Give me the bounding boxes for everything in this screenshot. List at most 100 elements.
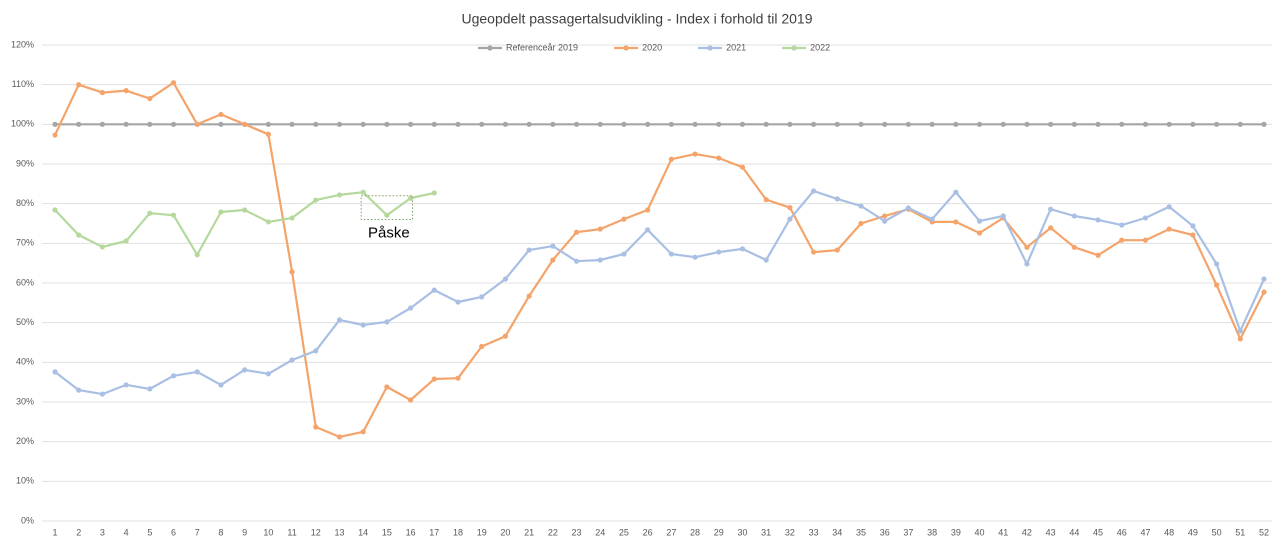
x-tick-label: 43 <box>1046 527 1056 537</box>
data-point <box>289 269 295 275</box>
legend-label: 2022 <box>810 42 830 52</box>
x-tick-label: 38 <box>927 527 937 537</box>
data-point <box>645 227 651 233</box>
data-point <box>763 257 769 263</box>
data-point <box>1237 328 1243 334</box>
data-point <box>668 121 674 127</box>
x-tick-label: 8 <box>218 527 223 537</box>
data-point <box>384 121 390 127</box>
data-point <box>313 424 319 430</box>
data-point <box>289 121 295 127</box>
data-point <box>692 254 698 260</box>
data-point <box>455 375 461 381</box>
x-tick-label: 27 <box>666 527 676 537</box>
data-point <box>265 371 271 377</box>
data-point <box>336 192 343 198</box>
data-point <box>479 121 485 127</box>
x-tick-label: 41 <box>998 527 1008 537</box>
data-point <box>929 216 935 222</box>
data-point <box>739 121 746 127</box>
y-tick-label: 60% <box>16 277 34 287</box>
x-tick-label: 9 <box>242 527 247 537</box>
x-tick-label: 37 <box>903 527 913 537</box>
data-point <box>573 121 580 127</box>
legend-marker <box>623 45 629 51</box>
data-point <box>99 391 106 397</box>
data-point <box>123 121 129 127</box>
data-point <box>668 156 674 162</box>
x-tick-label: 39 <box>951 527 961 537</box>
x-tick-label: 16 <box>406 527 416 537</box>
data-point <box>739 246 746 252</box>
data-point <box>1048 121 1054 127</box>
x-tick-label: 28 <box>690 527 700 537</box>
data-point <box>834 247 840 253</box>
y-tick-label: 50% <box>16 317 34 327</box>
x-tick-label: 18 <box>453 527 463 537</box>
data-point <box>882 213 888 219</box>
annotation: Påske <box>368 224 410 241</box>
data-point <box>76 121 82 127</box>
data-point <box>1190 232 1196 238</box>
data-point <box>336 317 343 323</box>
data-point <box>1142 237 1149 243</box>
data-point <box>1213 282 1220 288</box>
data-point <box>905 205 912 211</box>
x-tick-label: 26 <box>643 527 653 537</box>
data-point <box>170 373 177 379</box>
data-point <box>1119 237 1125 243</box>
x-tick-label: 48 <box>1164 527 1174 537</box>
legend-label: 2020 <box>642 42 662 52</box>
data-point <box>1048 206 1054 212</box>
x-tick-label: 23 <box>572 527 582 537</box>
data-point <box>1142 121 1149 127</box>
data-point <box>1261 289 1267 295</box>
x-tick-label: 17 <box>429 527 439 537</box>
data-point <box>550 121 556 127</box>
data-point <box>76 232 82 238</box>
x-tick-label: 45 <box>1093 527 1103 537</box>
data-point <box>976 121 983 127</box>
legend-label: 2021 <box>726 42 746 52</box>
data-point <box>1213 261 1220 267</box>
x-tick-label: 33 <box>809 527 819 537</box>
x-tick-label: 49 <box>1188 527 1198 537</box>
data-point <box>289 215 295 221</box>
data-point <box>1095 252 1101 258</box>
data-point <box>336 121 343 127</box>
data-point <box>336 434 343 440</box>
data-point <box>431 121 437 127</box>
data-point <box>858 203 864 209</box>
data-point <box>550 257 556 263</box>
series-line <box>54 81 1265 438</box>
data-point <box>479 343 485 350</box>
x-tick-label: 7 <box>195 527 200 537</box>
data-point <box>1024 121 1030 127</box>
data-point <box>787 216 793 222</box>
data-point <box>52 132 58 138</box>
data-point <box>929 121 935 127</box>
x-tick-label: 35 <box>856 527 866 537</box>
data-point <box>739 164 746 170</box>
y-tick-label: 10% <box>16 476 34 486</box>
data-point <box>384 212 390 218</box>
x-tick-label: 40 <box>975 527 985 537</box>
data-point <box>76 82 82 88</box>
data-point <box>265 219 271 225</box>
data-point <box>170 212 177 218</box>
data-point <box>170 80 177 86</box>
data-point <box>1071 244 1077 250</box>
data-point <box>621 121 627 127</box>
y-tick-label: 120% <box>11 39 34 49</box>
data-point <box>147 95 153 102</box>
data-point <box>882 121 888 127</box>
data-point <box>1213 121 1220 127</box>
data-point <box>645 207 651 213</box>
x-tick-label: 29 <box>714 527 724 537</box>
x-tick-label: 51 <box>1235 527 1245 537</box>
data-point <box>645 121 651 127</box>
data-point <box>810 121 817 127</box>
data-point <box>763 197 769 203</box>
data-point <box>455 121 461 127</box>
data-point <box>858 121 864 127</box>
